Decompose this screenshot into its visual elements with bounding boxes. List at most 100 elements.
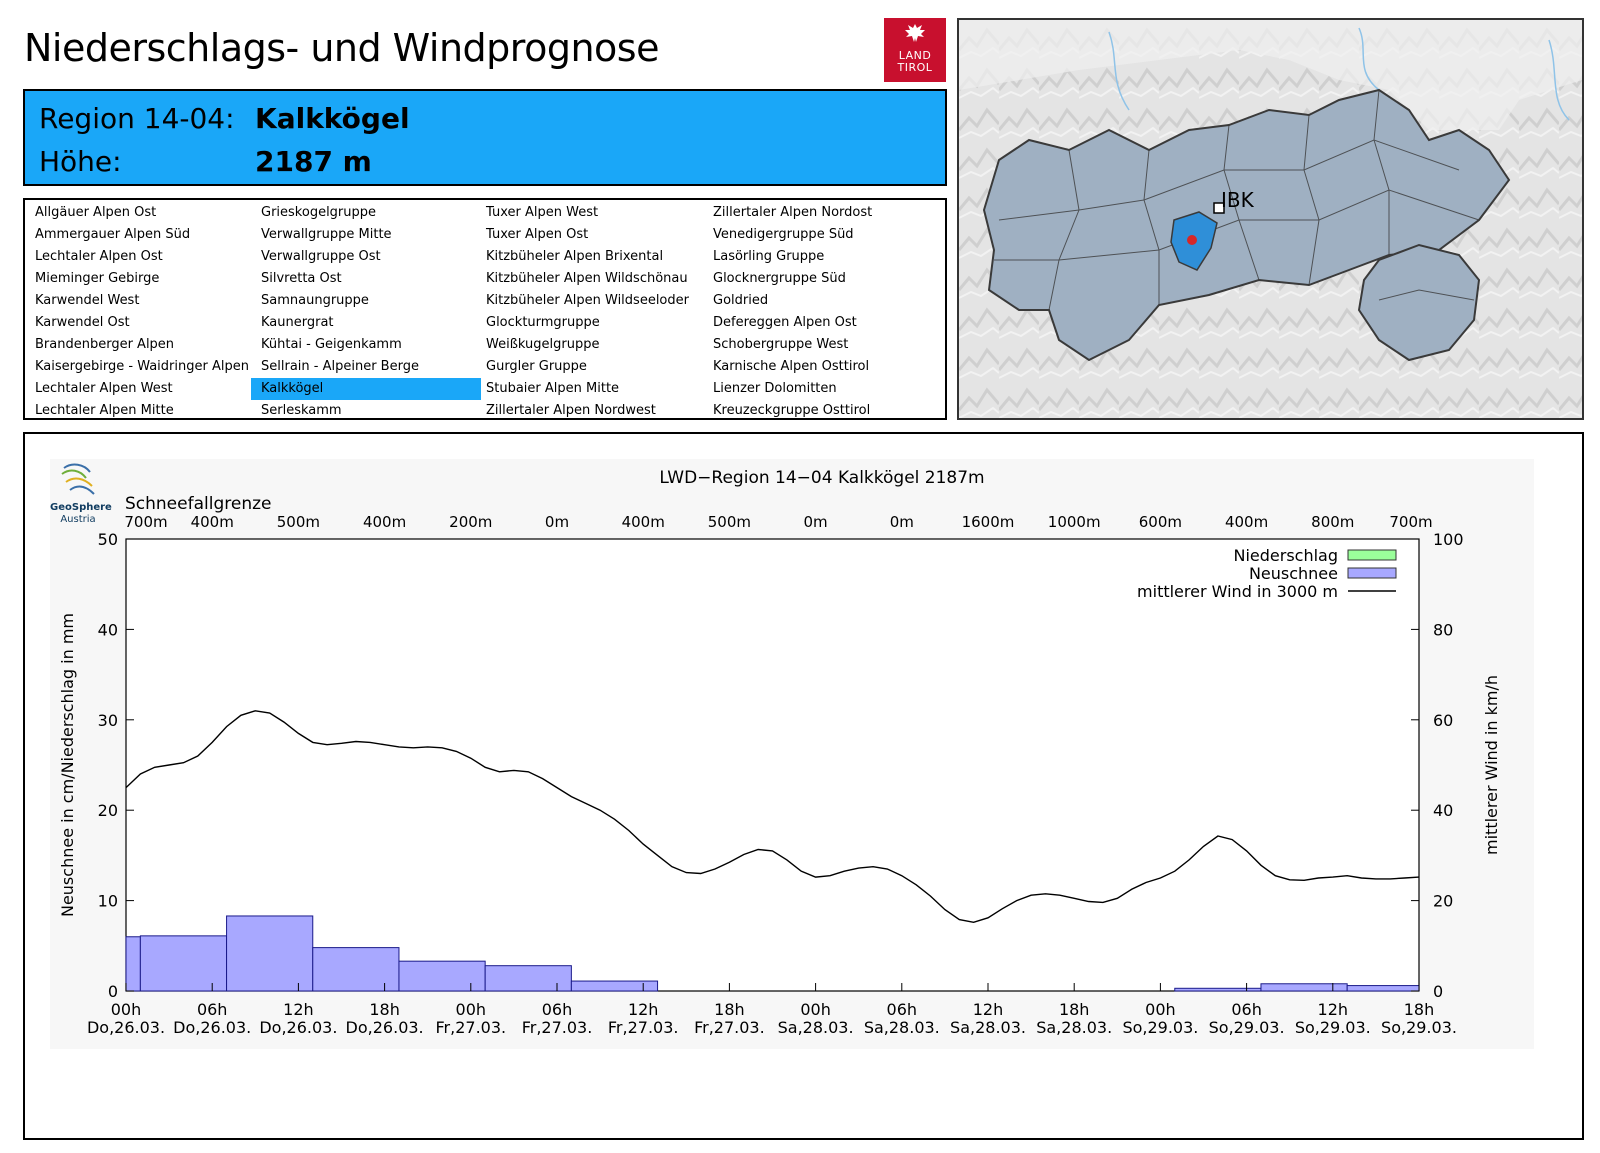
- region-list-item[interactable]: Karnische Alpen Osttirol: [713, 359, 870, 374]
- regions-table: Allgäuer Alpen Ost Ammergauer Alpen Süd Le…: [23, 198, 947, 420]
- region-list-item[interactable]: Kaunergrat: [261, 315, 334, 330]
- region-list-item[interactable]: Schobergruppe West: [713, 337, 849, 352]
- region-list-item[interactable]: Lienzer Dolomitten: [713, 381, 837, 396]
- region-list-item[interactable]: Kühtai - Geigenkamm: [261, 337, 402, 352]
- x-tick-date: Sa,28.03.: [950, 1018, 1026, 1037]
- neuschnee-bar: [570, 980, 659, 992]
- snowline-label: 400m: [191, 513, 234, 531]
- x-tick-hour: 18h: [1059, 1000, 1090, 1019]
- snowline-label: 400m: [1225, 513, 1268, 531]
- region-list-item[interactable]: Venedigergruppe Süd: [713, 227, 854, 242]
- region-list-item[interactable]: Tuxer Alpen Ost: [486, 227, 589, 242]
- region-list-item[interactable]: Glockturmgruppe: [486, 315, 600, 330]
- region-list-item[interactable]: Karwendel Ost: [35, 315, 130, 330]
- x-tick-hour: 18h: [714, 1000, 745, 1019]
- neuschnee-bar: [1260, 983, 1348, 992]
- region-id-label: Region 14-04:: [39, 102, 235, 135]
- region-list-item[interactable]: Lechtaler Alpen West: [35, 381, 173, 396]
- region-list-item[interactable]: Lechtaler Alpen Ost: [35, 249, 163, 264]
- x-tick-date: Sa,28.03.: [864, 1018, 940, 1037]
- x-tick-date: Fr,27.03.: [694, 1018, 765, 1037]
- region-name: Kalkkögel: [255, 102, 410, 135]
- snowline-label: 500m: [708, 513, 751, 531]
- geosphere-icon: [61, 463, 95, 495]
- region-list-item[interactable]: Samnaungruppe: [261, 293, 369, 308]
- region-list-item[interactable]: Defereggen Alpen Ost: [713, 315, 857, 330]
- region-list-item[interactable]: Kaisergebirge - Waidringer Alpen: [35, 359, 249, 374]
- x-tick-date: Do,26.03.: [173, 1018, 251, 1037]
- region-list-item[interactable]: Karwendel West: [35, 293, 140, 308]
- snowline-label: 500m: [277, 513, 320, 531]
- region-list-item[interactable]: Sellrain - Alpeiner Berge: [261, 359, 419, 374]
- snowline-title: Schneefallgrenze: [125, 494, 271, 514]
- region-list-item[interactable]: Lasörling Gruppe: [713, 249, 825, 264]
- page-title: Niederschlags- und Windprognose: [24, 26, 659, 70]
- snowline-label: 700m: [124, 513, 167, 531]
- east-tirol-region: [1357, 243, 1481, 362]
- region-list-item[interactable]: Kreuzeckgruppe Osttirol: [713, 403, 871, 418]
- snowline-label: 400m: [363, 513, 406, 531]
- plot-area: [125, 538, 1420, 992]
- geosphere-name: GeoSphere: [50, 502, 112, 513]
- region-list-item[interactable]: Kitzbüheler Alpen Wildseeloder: [486, 293, 689, 308]
- region-list-item[interactable]: Zillertaler Alpen Nordwest: [486, 403, 656, 418]
- region-list-item[interactable]: Mieminger Gebirge: [35, 271, 160, 286]
- region-list-item[interactable]: Allgäuer Alpen Ost: [35, 205, 157, 220]
- neuschnee-bar: [1346, 985, 1420, 992]
- x-tick-hour: 12h: [1318, 1000, 1349, 1019]
- wind-series-line: [125, 710, 1420, 924]
- region-list-item[interactable]: Brandenberger Alpen: [35, 337, 175, 352]
- ibk-marker: [1213, 202, 1225, 214]
- y-tick-label-right: 20: [1433, 892, 1453, 911]
- region-list-item[interactable]: Gurgler Gruppe: [486, 359, 587, 374]
- region-list-item[interactable]: Weißkugelgruppe: [486, 337, 600, 352]
- x-tick-date: Sa,28.03.: [778, 1018, 854, 1037]
- y-tick-label-right: 80: [1433, 620, 1453, 639]
- logo-line1: LAND: [898, 49, 932, 62]
- region-list-item[interactable]: Zillertaler Alpen Nordost: [713, 205, 873, 220]
- x-tick-date: Do,26.03.: [87, 1018, 165, 1037]
- y-tick-label-right: 40: [1433, 801, 1453, 820]
- ibk-label: IBK: [1221, 188, 1255, 212]
- region-list-item[interactable]: Kitzbüheler Alpen Brixental: [486, 249, 664, 264]
- neuschnee-bar: [139, 935, 228, 992]
- region-list-item[interactable]: Verwallgruppe Mitte: [261, 227, 392, 242]
- regions-column: Zillertaler Alpen Nordost Venedigergruppe…: [703, 202, 933, 422]
- region-list-item[interactable]: Verwallgruppe Ost: [261, 249, 381, 264]
- x-tick-date: So,29.03.: [1209, 1018, 1285, 1037]
- region-info-box: Region 14-04: Kalkkögel Höhe: 2187 m: [23, 89, 947, 186]
- region-list-item[interactable]: Ammergauer Alpen Süd: [35, 227, 191, 242]
- geosphere-sub: Austria: [60, 514, 96, 525]
- x-tick-date: So,29.03.: [1122, 1018, 1198, 1037]
- height-label: Höhe:: [39, 145, 122, 178]
- y-tick-label-left: 0: [108, 982, 118, 1001]
- x-tick-hour: 12h: [628, 1000, 659, 1019]
- region-list-item[interactable]: Lechtaler Alpen Mitte: [35, 403, 174, 418]
- y-tick-label-right: 100: [1433, 530, 1464, 549]
- region-list-item[interactable]: Grieskogelgruppe: [261, 205, 377, 220]
- region-list-item[interactable]: Tuxer Alpen West: [486, 205, 599, 220]
- region-list-item[interactable]: Silvretta Ost: [261, 271, 342, 286]
- snowline-label: 800m: [1311, 513, 1354, 531]
- snowline-label: 1600m: [962, 513, 1015, 531]
- y-axis-label-left: Neuschnee in cm/Niederschlag in mm: [58, 613, 77, 917]
- x-tick-date: So,29.03.: [1295, 1018, 1371, 1037]
- legend-swatch: [1347, 567, 1397, 579]
- x-tick-date: Do,26.03.: [346, 1018, 424, 1037]
- region-list-item[interactable]: Goldried: [713, 293, 769, 308]
- x-tick-hour: 06h: [1231, 1000, 1262, 1019]
- region-list-item[interactable]: Kalkkögel: [251, 378, 481, 400]
- snowline-label: 0m: [545, 513, 569, 531]
- region-list-item[interactable]: Glocknergruppe Süd: [713, 271, 846, 286]
- region-list-item[interactable]: Serleskamm: [261, 403, 342, 418]
- map-svg: IBK: [959, 20, 1582, 418]
- snowline-label: 400m: [622, 513, 665, 531]
- y-tick-label-right: 0: [1433, 982, 1443, 1001]
- x-tick-hour: 06h: [887, 1000, 918, 1019]
- height-value: 2187 m: [255, 145, 372, 178]
- snowline-label: 700m: [1389, 513, 1432, 531]
- region-list-item[interactable]: Kitzbüheler Alpen Wildschönau: [486, 271, 688, 286]
- neuschnee-bar: [398, 960, 486, 992]
- tirol-map: IBK: [957, 18, 1584, 420]
- region-list-item[interactable]: Stubaier Alpen Mitte: [486, 381, 620, 396]
